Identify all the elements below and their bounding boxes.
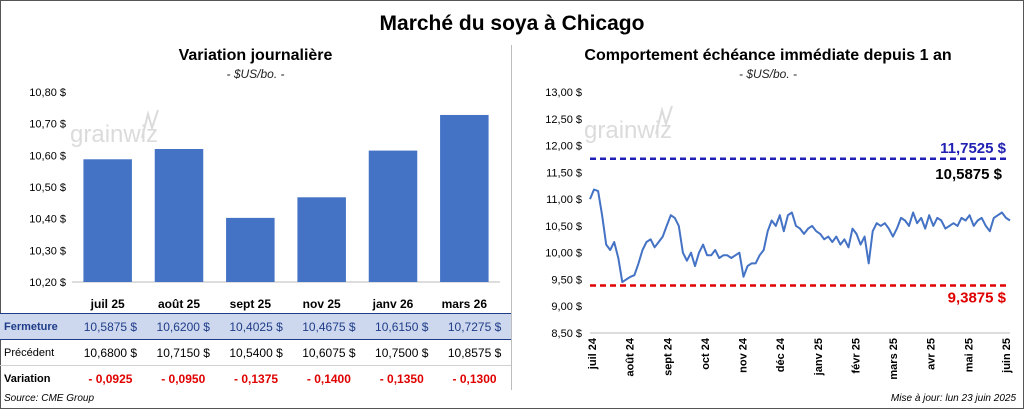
bar [368,150,418,282]
y-tick-label: 13,00 $ [545,87,582,99]
grainwiz-logo: grainwiz [70,109,159,148]
x-tick-label: août 24 [625,337,637,376]
table-cell: 10,6150 $ [365,313,439,340]
y-tick-label: 10,80 $ [29,87,66,99]
table-cell: 10,5400 $ [219,339,293,366]
x-tick-label: avr 25 [926,338,938,370]
y-tick-label: 11,50 $ [546,167,582,179]
logo-text: grainwiz [584,117,672,144]
y-tick-label: 9,50 $ [551,274,582,286]
y-tick-label: 10,70 $ [29,119,66,131]
update-note: Mise à jour: lun 23 juin 2025 [890,393,1016,404]
bar [297,197,346,282]
x-tick-label: mai 25 [963,338,975,372]
y-tick-label: 10,50 $ [29,182,66,194]
source-note: Source: CME Group [4,393,95,404]
page-title: Marché du soya à Chicago [379,12,645,35]
price-table: Fermeture 10,5875 $ 10,6200 $ 10,4025 $ … [0,313,511,391]
y-tick-label: 10,00 $ [545,248,582,260]
bar [154,149,204,282]
x-tick-label: mars 25 [888,338,900,380]
table-cell: 10,6075 $ [292,339,366,366]
x-tick-label: mars 26 [442,297,488,311]
table-cell: 10,5875 $ [74,313,147,340]
x-tick-label: sept 24 [662,337,674,376]
right-chart-subtitle: - $US/bo. - [738,67,798,81]
divider [511,45,512,390]
table-cell: - 0,0950 [161,371,206,386]
y-tick-label: 8,50 $ [551,328,582,340]
table-cell: 10,8575 $ [438,339,511,366]
x-tick-label: juil 25 [90,297,125,311]
last-value-label: 10,5875 $ [935,166,1002,183]
y-tick-label: 9,00 $ [551,301,582,313]
table-row-previous: Précédent 10,6800 $ 10,7150 $ 10,5400 $ … [0,339,511,366]
table-cell: 10,6200 $ [146,313,220,340]
table-cell: - 0,0925 [88,371,133,386]
x-tick-label: janv 25 [813,338,825,376]
table-cell: 10,7150 $ [146,339,220,366]
y-tick-label: 10,50 $ [545,221,582,233]
table-cell: - 0,1300 [452,371,497,386]
reference-label: 11,7525 $ [940,140,1007,157]
table-cell: 10,4025 $ [219,313,293,340]
table-cell: 10,7275 $ [438,313,511,340]
y-tick-label: 10,30 $ [29,245,66,257]
y-tick-label: 12,00 $ [545,141,582,153]
x-tick-label: juil 24 [587,337,599,370]
y-tick-label: 10,20 $ [29,277,66,289]
x-tick-label: août 25 [158,297,200,311]
bar [440,114,489,282]
x-tick-label: déc 24 [775,337,787,372]
y-tick-label: 12,50 $ [545,114,582,126]
logo-mark-icon [141,109,159,139]
row-label: Fermeture [0,313,74,340]
logo-mark-icon [655,105,673,135]
table-cell: 10,4675 $ [292,313,366,340]
table-cell: - 0,1375 [234,371,279,386]
right-line-chart: grainwiz 8,50 $ 9,00 $ 9,50 $ 10,00 $ 10,50 $… [545,87,1013,380]
table-cell: - 0,1400 [306,371,351,386]
bar [83,159,132,282]
left-bar-chart: grainwiz 10,20 $ 10,30 $ 10,40 $ 10,50 $ 10,6… [29,87,500,311]
x-tick-label: nov 25 [303,297,341,311]
table-cell: 10,7500 $ [365,339,439,366]
left-chart-subtitle: - $US/bo. - [226,67,285,81]
table-row-close: Fermeture 10,5875 $ 10,6200 $ 10,4025 $ … [0,313,511,340]
y-tick-label: 10,40 $ [29,214,66,226]
row-label: Précédent [0,339,74,366]
x-tick-label: févr 25 [850,338,862,373]
x-tick-label: janv 26 [372,297,414,311]
series-line [589,188,1011,284]
bar [226,217,275,282]
x-tick-label: juin 25 [1001,338,1013,374]
row-label: Variation [4,372,51,385]
y-tick-label: 11,00 $ [546,194,582,206]
table-row-variation: Variation - 0,0925 - 0,0950 - 0,1375 - 0… [0,366,511,392]
table-cell: 10,6800 $ [74,339,147,366]
x-tick-label: oct 24 [700,337,712,370]
grainwiz-logo: grainwiz [584,105,673,144]
reference-label: 9,3875 $ [948,289,1007,306]
left-chart-title: Variation journalière [178,47,333,64]
y-tick-label: 10,60 $ [29,150,66,162]
x-tick-label: sept 25 [230,297,272,311]
right-chart-title: Comportement échéance immédiate depuis 1… [584,47,952,64]
table-cell: - 0,1350 [379,371,424,386]
x-tick-label: nov 24 [738,337,750,373]
logo-text: grainwiz [70,121,158,148]
